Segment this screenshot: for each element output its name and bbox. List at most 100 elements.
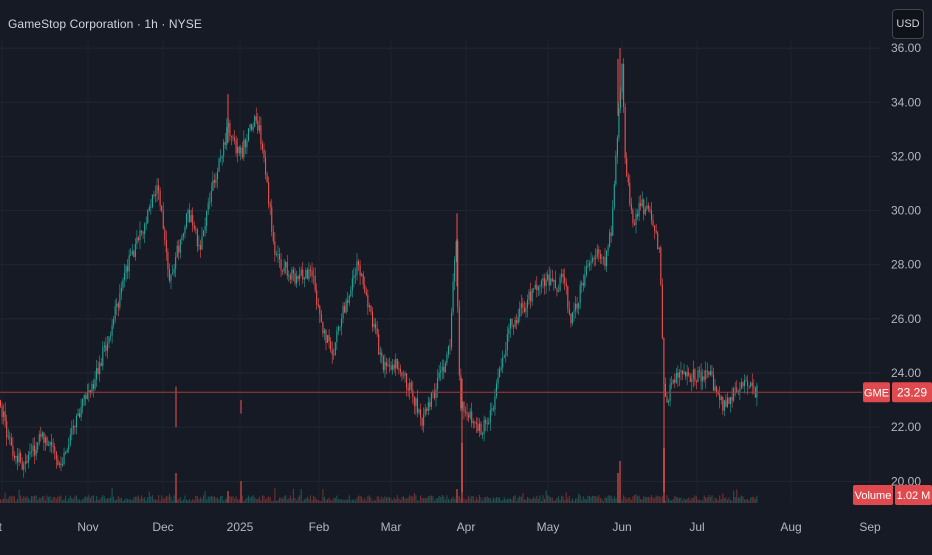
volume-bar: [367, 496, 369, 503]
y-axis[interactable]: 20.00 22.00 24.00 26.00 28.00 30.00 32.00 34.00…: [891, 41, 921, 488]
volume-bar: [173, 495, 175, 503]
y-tick-label: 20.00: [891, 474, 921, 488]
candle-body: [708, 371, 710, 375]
volume-bar: [626, 499, 628, 503]
candle-body: [629, 182, 631, 205]
volume-bar: [494, 498, 496, 503]
candle-body: [300, 269, 302, 275]
volume-bar: [12, 495, 14, 503]
candle-body: [554, 280, 556, 289]
currency-button[interactable]: USD: [892, 9, 924, 39]
candle-body: [80, 407, 82, 418]
volume-bar: [402, 496, 405, 503]
volume-bar: [203, 495, 205, 503]
candle-body: [257, 120, 259, 131]
candle-body: [384, 362, 386, 371]
volume-bar: [579, 495, 581, 503]
candle-body: [482, 433, 484, 435]
volume-bar: [672, 499, 674, 503]
volume-bar: [364, 497, 366, 503]
volume-bar: [46, 495, 48, 503]
candle-body: [184, 227, 186, 234]
volume-bar: [153, 499, 155, 503]
volume-bar: [356, 497, 358, 503]
candle-body: [416, 398, 418, 413]
volume-bar: [567, 498, 569, 503]
volume-bar: [306, 496, 308, 503]
volume-bar: [237, 499, 239, 503]
candle-body: [58, 463, 60, 465]
candle-body: [299, 274, 301, 279]
candle-body: [423, 414, 425, 426]
candle-body: [303, 277, 305, 280]
volume-bar: [342, 499, 344, 503]
candle-body: [226, 127, 228, 145]
volume-bar: [463, 498, 465, 503]
candle-body: [702, 376, 704, 382]
candle-body: [6, 421, 8, 438]
volume-bar: [533, 496, 535, 503]
candle-body: [173, 268, 175, 274]
candle-body: [189, 210, 191, 222]
candle-body: [289, 275, 291, 280]
candle-body: [413, 397, 415, 406]
volume-bar: [27, 498, 29, 503]
candle-body: [232, 136, 234, 139]
grid-lines: [0, 40, 880, 503]
candle-body: [286, 261, 288, 277]
volume-bar: [604, 497, 606, 503]
candle-body: [412, 389, 414, 398]
candle-body: [669, 384, 671, 402]
candle-body: [553, 280, 555, 282]
candle-body: [409, 382, 411, 391]
volume-bar: [147, 497, 149, 503]
volume-bar: [751, 496, 753, 503]
candle-body: [663, 338, 665, 384]
volume-bar: [178, 499, 180, 503]
candle-body: [643, 199, 645, 215]
volume-bar: [187, 500, 189, 503]
volume-bar: [165, 495, 167, 503]
candle-body: [747, 381, 749, 386]
candle-body: [32, 445, 34, 452]
volume-bar: [106, 498, 108, 503]
volume-bar: [674, 495, 676, 503]
candle-body: [43, 432, 45, 443]
candle-body: [433, 391, 436, 399]
volume-bar: [617, 473, 619, 503]
candle-body: [151, 194, 153, 208]
x-axis[interactable]: Oct Nov Dec 2025 Feb Mar Apr May Jun Jul Aug Sep: [0, 520, 881, 534]
volume-bar: [190, 500, 192, 503]
candle-body: [633, 223, 635, 225]
candle-body: [49, 441, 51, 446]
candle-body: [308, 269, 310, 280]
candle-body: [74, 425, 76, 428]
volume-bar: [671, 500, 673, 503]
volume-bar: [520, 496, 522, 503]
candle-body: [358, 261, 360, 266]
candle-body: [694, 369, 696, 382]
candle-body: [340, 318, 343, 327]
x-tick-label: Aug: [780, 520, 801, 534]
candle-body: [34, 445, 36, 456]
volume-bar: [692, 497, 694, 503]
volume-bar: [154, 499, 157, 503]
volume-bar: [700, 500, 702, 503]
volume-bar: [593, 496, 595, 503]
volume-bar: [229, 496, 231, 503]
volume-bar: [691, 497, 693, 503]
volume-bar: [444, 499, 446, 503]
volume-bar: [554, 500, 556, 503]
volume-bar: [69, 495, 71, 503]
volume-bar: [699, 499, 701, 503]
candle-body: [134, 244, 136, 258]
x-tick-label: May: [537, 520, 560, 534]
volume-bar: [637, 496, 639, 503]
volume-bar: [353, 499, 355, 503]
candle-body: [544, 278, 546, 286]
candle-body: [278, 254, 281, 260]
candle-body: [311, 270, 313, 277]
volume-bar: [241, 495, 243, 503]
